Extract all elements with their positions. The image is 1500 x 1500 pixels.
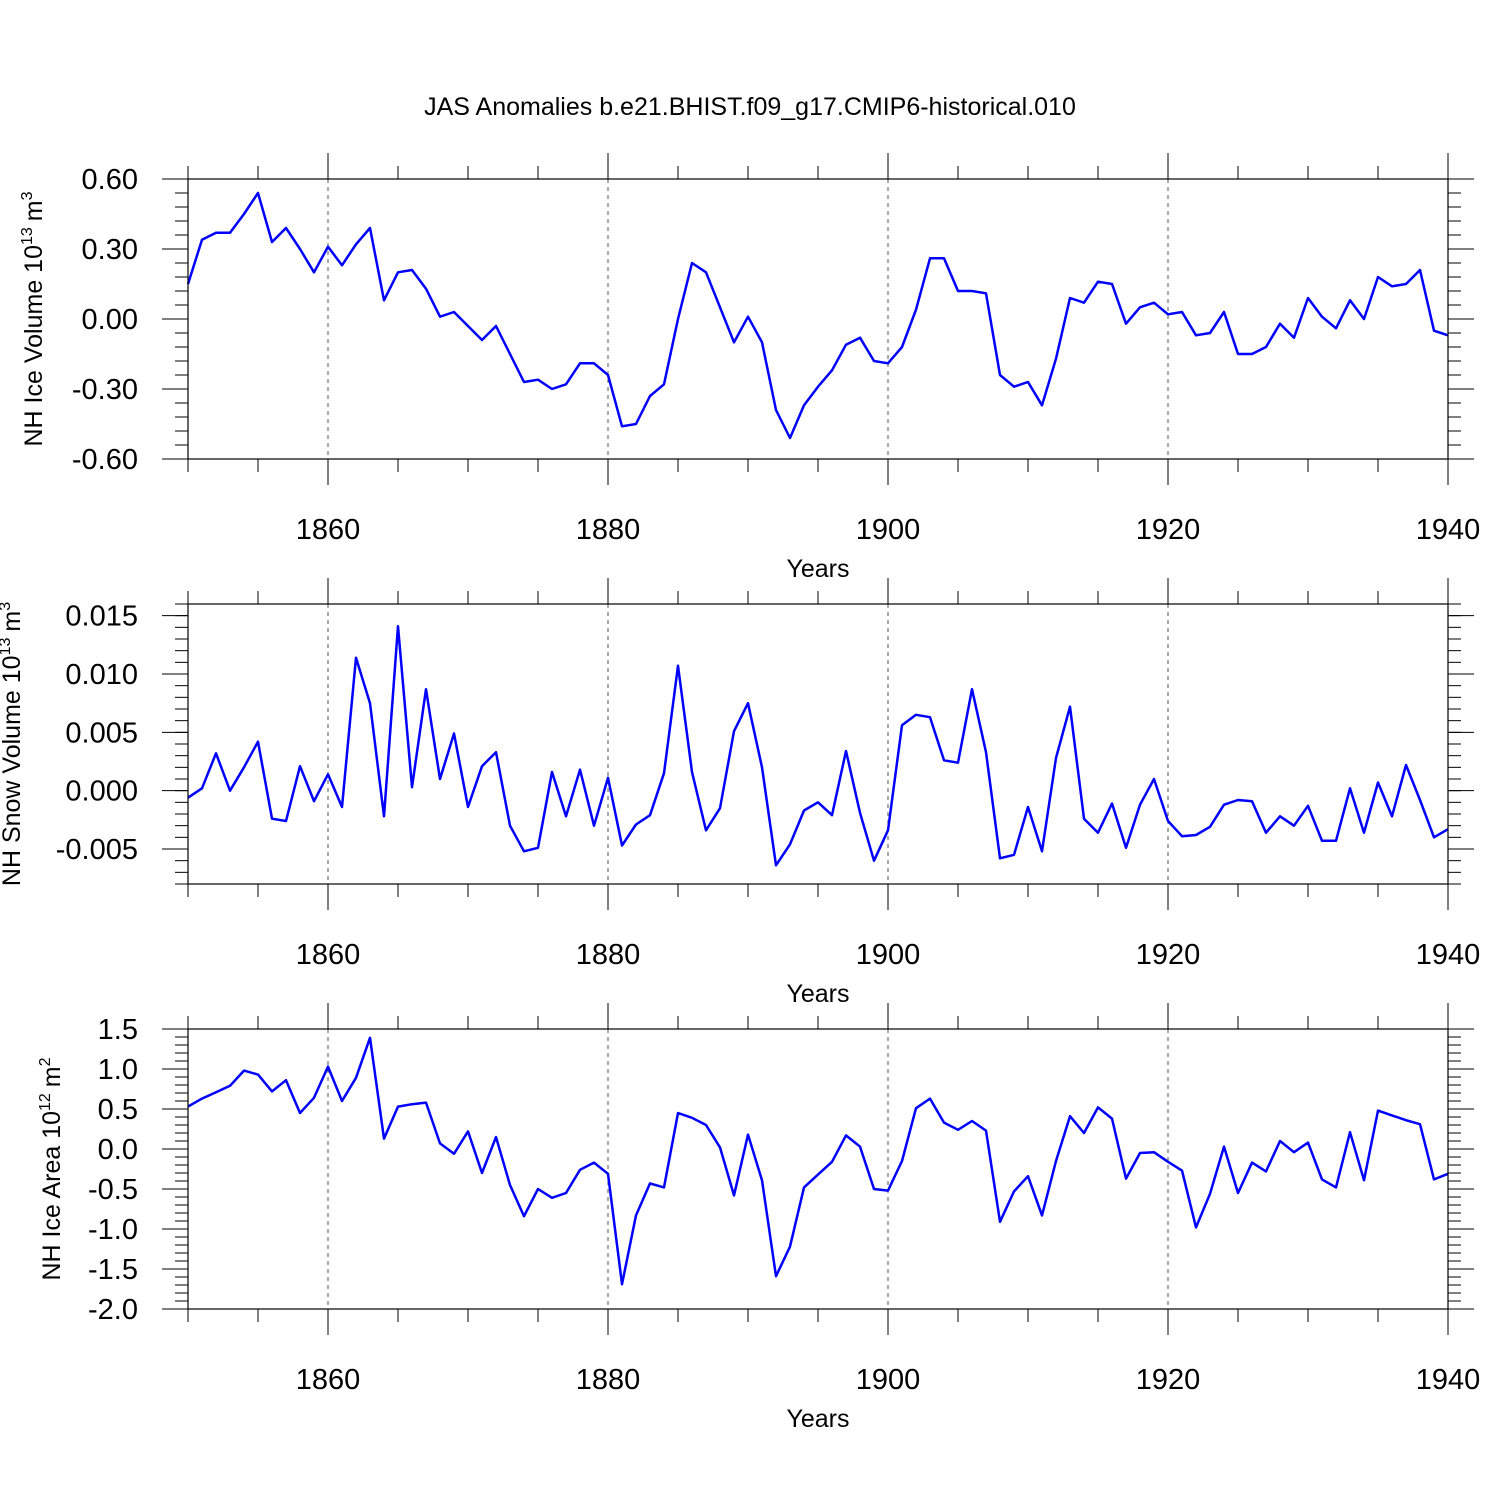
ylabel-exponent: 12: [37, 1093, 54, 1111]
ylabel-unit-exponent: 2: [37, 1057, 54, 1066]
plot-frame: [187, 1028, 1449, 1310]
x-tick-label: 1860: [296, 514, 361, 546]
ice-area-panel: NH Ice Area 1012 m2 Years -2.0 -1.5 -1.0 -0.…: [37, 1003, 1480, 1433]
y-tick-label: 0.005: [65, 717, 138, 749]
ylabel: NH Ice Area 1012 m2: [37, 1057, 66, 1280]
x-tick-label: 1920: [1136, 939, 1201, 971]
ice-volume-panel: NH Ice Volume 1013 m3 Years -0.60 -0.30 0.0…: [19, 153, 1480, 583]
ylabel-unit-exponent: 3: [0, 602, 14, 611]
y-tick-label: -2.0: [88, 1294, 138, 1326]
series-line: [186, 191, 1449, 440]
x-tick-label: 1940: [1416, 514, 1481, 546]
y-tick-label: -1.5: [88, 1254, 138, 1286]
ylabel-unit: m: [20, 200, 48, 221]
xlabel: Years: [786, 980, 849, 1008]
y-tick-label: -0.005: [56, 834, 138, 866]
plot-frame: [187, 178, 1449, 460]
y-tick-label: -0.30: [72, 374, 138, 406]
x-tick-label: 1920: [1136, 1364, 1201, 1396]
xlabel: Years: [786, 1405, 849, 1433]
y-tick-label: -1.0: [88, 1214, 138, 1246]
x-tick-label: 1900: [856, 1364, 921, 1396]
x-tick-label: 1880: [576, 1364, 641, 1396]
ylabel-main: NH Snow Volume 10: [0, 655, 26, 886]
y-tick-label: 1.5: [98, 1014, 138, 1046]
y-tick-label: 0.000: [65, 776, 138, 808]
x-tick-label: 1880: [576, 939, 641, 971]
y-tick-label: 0.60: [82, 164, 138, 196]
series-line: [187, 1036, 1449, 1286]
ylabel: NH Ice Volume 1013 m3: [19, 191, 48, 446]
y-tick-label: -0.5: [88, 1174, 138, 1206]
figure-title: JAS Anomalies b.e21.BHIST.f09_g17.CMIP6-…: [424, 93, 1076, 121]
ylabel-unit: m: [0, 611, 26, 632]
x-tick-label: 1900: [856, 514, 921, 546]
y-tick-label: 0.30: [82, 234, 138, 266]
snow-volume-panel: NH Snow Volume 1013 m3 Years -0.005 0.000 0…: [0, 578, 1480, 1008]
y-tick-label: 1.0: [98, 1054, 138, 1086]
x-tick-label: 1860: [296, 1364, 361, 1396]
x-tick-label: 1940: [1416, 939, 1481, 971]
y-tick-label: 0.00: [82, 304, 138, 336]
x-tick-label: 1880: [576, 514, 641, 546]
x-tick-label: 1900: [856, 939, 921, 971]
x-tick-label: 1940: [1416, 1364, 1481, 1396]
ylabel-unit-exponent: 3: [19, 191, 36, 200]
y-tick-label: 0.010: [65, 659, 138, 691]
ylabel-exponent: 13: [19, 227, 36, 245]
ylabel-unit: m: [38, 1066, 66, 1087]
y-tick-label: 0.5: [98, 1094, 138, 1126]
plot-frame: [187, 603, 1449, 885]
xlabel: Years: [786, 555, 849, 583]
ylabel: NH Snow Volume 1013 m3: [0, 602, 26, 886]
y-tick-label: 0.015: [65, 601, 138, 633]
ylabel-main: NH Ice Area 10: [38, 1111, 66, 1281]
y-tick-label: -0.60: [72, 444, 138, 476]
ylabel-exponent: 13: [0, 638, 14, 656]
x-tick-label: 1860: [296, 939, 361, 971]
x-tick-label: 1920: [1136, 514, 1201, 546]
ylabel-main: NH Ice Volume 10: [20, 245, 48, 447]
series-line: [187, 624, 1449, 867]
y-tick-label: 0.0: [98, 1134, 138, 1166]
